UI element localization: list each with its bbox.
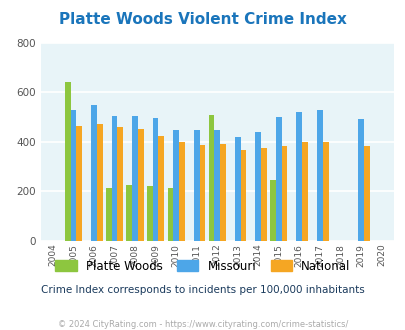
Bar xyxy=(91,105,97,241)
Text: Platte Woods Violent Crime Index: Platte Woods Violent Crime Index xyxy=(59,12,346,26)
Legend: Platte Woods, Missouri, National: Platte Woods, Missouri, National xyxy=(51,255,354,278)
Bar xyxy=(255,131,260,241)
Bar xyxy=(179,142,184,241)
Bar xyxy=(357,118,363,241)
Bar xyxy=(158,136,164,241)
Bar xyxy=(111,116,117,241)
Bar xyxy=(208,115,214,241)
Bar xyxy=(126,185,132,241)
Bar xyxy=(214,129,220,241)
Bar xyxy=(260,148,266,241)
Bar xyxy=(199,145,205,241)
Bar xyxy=(70,111,76,241)
Bar xyxy=(97,124,102,241)
Bar xyxy=(117,127,123,241)
Text: © 2024 CityRating.com - https://www.cityrating.com/crime-statistics/: © 2024 CityRating.com - https://www.city… xyxy=(58,320,347,329)
Bar xyxy=(152,118,158,241)
Bar xyxy=(363,147,369,241)
Bar xyxy=(76,126,82,241)
Bar xyxy=(316,110,322,241)
Bar xyxy=(65,82,70,241)
Bar xyxy=(275,117,281,241)
Bar xyxy=(301,143,307,241)
Bar xyxy=(322,142,328,241)
Bar xyxy=(138,129,143,241)
Bar xyxy=(281,146,287,241)
Bar xyxy=(106,188,111,241)
Bar xyxy=(234,137,240,241)
Bar xyxy=(240,150,246,241)
Bar xyxy=(173,129,179,241)
Bar xyxy=(167,188,173,241)
Bar xyxy=(296,112,301,241)
Bar xyxy=(270,180,275,241)
Bar xyxy=(193,130,199,241)
Bar xyxy=(132,116,138,241)
Bar xyxy=(220,145,225,241)
Bar xyxy=(147,186,152,241)
Text: Crime Index corresponds to incidents per 100,000 inhabitants: Crime Index corresponds to incidents per… xyxy=(41,285,364,295)
